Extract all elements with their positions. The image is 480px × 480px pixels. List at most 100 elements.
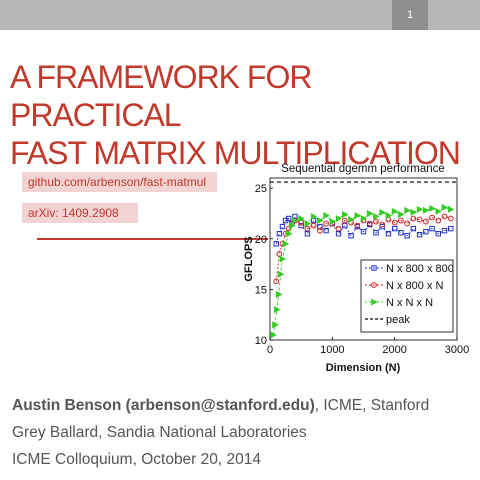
data-point-nxnxn bbox=[360, 214, 368, 223]
data-point-nxnxn bbox=[379, 208, 386, 216]
title-line-1: A FRAMEWORK FOR PRACTICAL bbox=[10, 59, 312, 133]
data-point-nx800x800 bbox=[286, 215, 292, 222]
legend-swatch-marker bbox=[371, 265, 377, 271]
data-point-nxnxn bbox=[270, 331, 277, 339]
data-point-nxnxn bbox=[385, 211, 393, 219]
y-tick-label: 15 bbox=[255, 284, 267, 296]
slide-title: A FRAMEWORK FOR PRACTICAL FAST MATRIX MU… bbox=[10, 58, 470, 172]
data-point-nxnxn bbox=[274, 306, 281, 314]
data-point-nx800xn bbox=[391, 219, 398, 226]
data-point-nx800x800 bbox=[391, 225, 398, 232]
y-axis-label: GFLOPS bbox=[243, 236, 255, 281]
data-point-nxnxn bbox=[275, 290, 283, 298]
data-point-nx800x800 bbox=[298, 222, 304, 229]
data-point-nx800xn bbox=[341, 217, 348, 224]
data-point-nx800xn bbox=[335, 225, 342, 232]
data-point-nx800x800 bbox=[385, 230, 392, 237]
series-line-nxnxn bbox=[272, 206, 451, 336]
data-point-nx800xn bbox=[276, 251, 283, 257]
data-point-nxnxn bbox=[373, 212, 380, 220]
data-point-nxnxn bbox=[342, 210, 349, 218]
data-point-nx800x800 bbox=[273, 241, 279, 247]
data-point-nx800xn bbox=[316, 227, 323, 234]
primary-author: Austin Benson (arbenson@stanford.edu) bbox=[12, 397, 315, 414]
data-point-nx800xn bbox=[404, 220, 411, 227]
y-tick-label: 25 bbox=[255, 183, 267, 195]
data-point-nx800xn bbox=[366, 220, 373, 227]
data-point-nxnxn bbox=[292, 217, 299, 225]
data-point-nx800xn bbox=[429, 214, 435, 221]
data-point-nx800x800 bbox=[279, 223, 286, 230]
slide-number: 1 bbox=[392, 0, 428, 30]
data-point-nx800x800 bbox=[410, 225, 417, 232]
author-block: Austin Benson (arbenson@stanford.edu), I… bbox=[12, 392, 472, 473]
legend-box bbox=[360, 259, 454, 333]
data-point-nx800xn bbox=[435, 217, 442, 224]
data-point-nxnxn bbox=[423, 206, 430, 214]
legend-swatch-marker bbox=[371, 298, 378, 306]
data-point-nx800xn bbox=[373, 218, 379, 225]
top-bar-left bbox=[0, 0, 392, 30]
data-point-nxnxn bbox=[289, 222, 296, 230]
data-point-nxnxn bbox=[335, 214, 343, 223]
top-bar: 1 bbox=[0, 0, 480, 30]
top-bar-right bbox=[428, 0, 480, 30]
data-point-nx800x800 bbox=[448, 225, 454, 232]
x-tick-label: 3000 bbox=[445, 344, 469, 356]
x-tick-label: 2000 bbox=[382, 344, 406, 356]
title-line-2: FAST MATRIX MULTIPLICATION bbox=[10, 135, 461, 171]
data-point-nxnxn bbox=[447, 205, 455, 213]
data-point-nxnxn bbox=[398, 210, 405, 218]
data-point-nx800xn bbox=[416, 216, 423, 223]
data-point-nxnxn bbox=[277, 270, 285, 278]
data-point-nxnxn bbox=[317, 217, 324, 225]
data-point-nx800xn bbox=[410, 215, 417, 222]
data-point-nx800xn bbox=[398, 217, 404, 224]
data-point-nx800x800 bbox=[323, 227, 329, 234]
data-point-nxnxn bbox=[435, 207, 442, 215]
data-point-nx800xn bbox=[285, 225, 292, 232]
data-point-nxnxn bbox=[282, 240, 290, 248]
data-point-nx800xn bbox=[422, 218, 429, 225]
legend-label: N x N x N bbox=[386, 297, 433, 309]
legend-label: N x 800 x N bbox=[386, 280, 444, 292]
legend-label: peak bbox=[386, 314, 410, 326]
github-link[interactable]: github.com/arbenson/fast-matmul bbox=[22, 172, 217, 192]
data-point-nx800x800 bbox=[441, 227, 448, 234]
data-point-nxnxn bbox=[323, 211, 330, 219]
data-point-nx800xn bbox=[304, 225, 311, 232]
data-point-nxnxn bbox=[329, 218, 336, 226]
data-point-nx800xn bbox=[447, 215, 454, 222]
legend-label: N x 800 x 800 bbox=[386, 263, 454, 275]
data-point-nxnxn bbox=[310, 212, 318, 220]
data-point-nx800x800 bbox=[429, 225, 435, 232]
data-point-nx800x800 bbox=[373, 229, 379, 236]
divider-rule bbox=[37, 238, 268, 240]
data-point-nx800x800 bbox=[416, 232, 423, 238]
data-point-nx800x800 bbox=[435, 230, 442, 237]
data-point-nx800xn bbox=[273, 278, 280, 285]
data-point-nxnxn bbox=[366, 209, 374, 217]
data-point-nx800xn bbox=[354, 222, 361, 229]
chart-title: Sequential dgemm performance bbox=[281, 163, 445, 175]
data-point-nxnxn bbox=[404, 206, 411, 214]
data-point-nxnxn bbox=[348, 216, 355, 224]
arxiv-link[interactable]: arXiv: 1409.2908 bbox=[22, 203, 138, 223]
legend: N x 800 x 800 N x 800 x N N x N x N peak bbox=[360, 259, 454, 333]
legend-swatch-marker bbox=[371, 282, 377, 288]
data-point-nx800x800 bbox=[348, 233, 354, 239]
data-point-nxnxn bbox=[429, 204, 436, 212]
x-tick-label: 1000 bbox=[320, 344, 344, 356]
data-point-nx800x800 bbox=[360, 228, 367, 235]
dgemm-performance-chart: Sequential dgemm performance 10 15 20 25 0 1… bbox=[243, 163, 469, 374]
data-point-nx800x800 bbox=[276, 230, 283, 237]
y-tick-label: 10 bbox=[255, 335, 267, 347]
data-point-nx800x800 bbox=[398, 229, 404, 236]
data-point-nx800x800 bbox=[404, 233, 410, 239]
x-axis-label: Dimension (N) bbox=[326, 362, 401, 374]
author-line-2: Grey Ballard, Sandia National Laboratori… bbox=[12, 424, 307, 441]
data-point-nx800xn bbox=[379, 221, 386, 228]
data-point-nxnxn bbox=[391, 207, 399, 215]
event-line: ICME Colloquium, October 20, 2014 bbox=[12, 451, 261, 468]
author-line-1: Austin Benson (arbenson@stanford.edu), I… bbox=[12, 392, 472, 419]
